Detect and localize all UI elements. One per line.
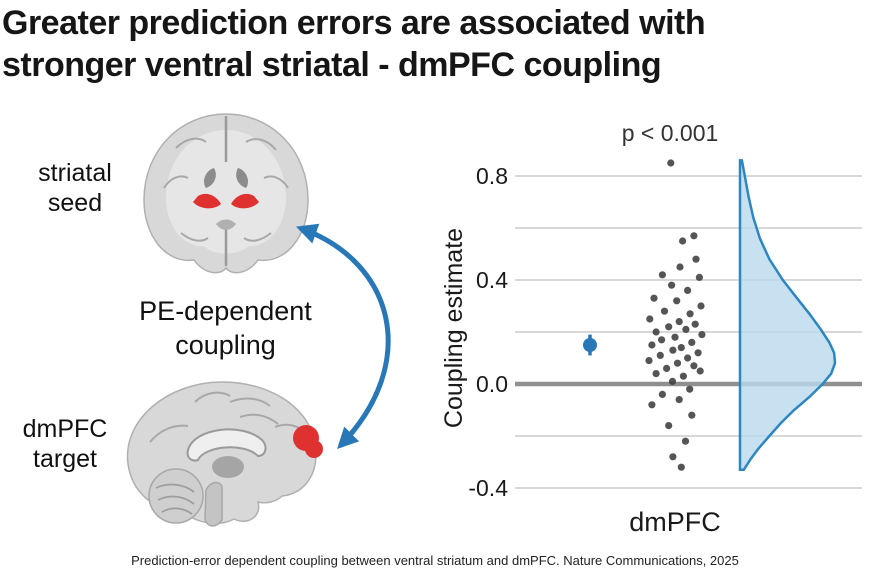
data-point	[684, 354, 692, 362]
brainstem	[204, 481, 223, 527]
sagittal-brain-image	[126, 381, 323, 527]
coronal-brainstem-notch	[216, 219, 236, 230]
data-point	[676, 263, 684, 271]
data-point	[691, 320, 699, 328]
data-point	[652, 328, 660, 336]
x-axis-label: dmPFC	[629, 507, 721, 537]
striatal-seed-region-right	[231, 193, 259, 209]
mean-dot	[583, 338, 597, 352]
data-point	[665, 422, 673, 430]
data-point	[686, 385, 694, 393]
data-point	[663, 364, 671, 372]
data-point	[658, 271, 666, 279]
data-point	[665, 323, 673, 331]
data-point	[695, 273, 703, 281]
data-point	[686, 310, 694, 318]
data-point	[656, 351, 664, 359]
dmpfc-target-label: dmPFC target	[22, 415, 108, 473]
density-violin-shape	[738, 159, 837, 472]
data-point	[682, 325, 690, 333]
data-point	[668, 377, 677, 385]
figure-title: Greater prediction errors are associated…	[2, 2, 870, 86]
scatter-points	[645, 159, 706, 471]
figure-title-line2: stronger ventral striatal - dmPFC coupli…	[2, 46, 662, 85]
data-point	[667, 159, 675, 167]
data-point	[679, 372, 687, 380]
data-point	[675, 396, 683, 404]
data-point	[692, 255, 700, 263]
data-point	[677, 463, 685, 471]
y-tick-label: 0.8	[476, 163, 508, 189]
data-point	[673, 297, 681, 305]
data-point	[673, 359, 682, 367]
data-point	[679, 237, 687, 245]
p-value-annotation: p < 0.001	[622, 120, 719, 146]
data-point	[688, 411, 696, 419]
y-tick-label: 0.4	[476, 267, 508, 293]
cerebellum-folia	[155, 483, 195, 515]
data-point	[660, 307, 669, 315]
data-point	[690, 362, 698, 370]
data-point	[669, 453, 677, 461]
data-point	[658, 336, 666, 344]
striatal-seed-label: striatal seed	[38, 159, 112, 217]
sagittal-sulci	[149, 391, 307, 443]
data-point	[698, 331, 706, 339]
coronal-inner-matter	[166, 130, 286, 254]
data-point	[658, 390, 666, 398]
data-point	[648, 401, 656, 409]
y-tick-label: -0.4	[468, 475, 508, 501]
data-point	[696, 367, 704, 375]
y-axis-label: Coupling estimate	[440, 228, 468, 428]
data-point	[646, 315, 654, 323]
data-point	[675, 318, 683, 326]
y-tick-label: 0.0	[476, 371, 508, 397]
coronal-brain-image	[143, 113, 309, 274]
coupling-chart: 0.8 0.4 0.0 -0.4 p < 0.001 Coupling estimat…	[440, 120, 862, 537]
coronal-ventricle-left	[203, 168, 216, 188]
figure-title-line1: Greater prediction errors are associated…	[2, 4, 706, 42]
data-point	[650, 294, 658, 302]
data-point	[697, 302, 705, 310]
data-point	[668, 281, 676, 289]
group-mean-marker	[583, 334, 597, 356]
density-half-violin	[738, 159, 837, 472]
data-point	[694, 349, 702, 357]
striatal-seed-region-left	[193, 193, 221, 209]
data-point	[669, 346, 677, 354]
y-tick-labels: 0.8 0.4 0.0 -0.4	[468, 163, 508, 501]
figure-caption: Prediction-error dependent coupling betw…	[131, 553, 739, 568]
thalamus	[212, 456, 244, 478]
data-point	[677, 344, 685, 352]
coronal-ventricle-right	[236, 168, 249, 188]
data-point	[688, 338, 696, 346]
data-point	[681, 437, 690, 445]
data-point	[645, 357, 653, 365]
brain-panel: striatal seed PE-dependent coupling	[8, 102, 448, 552]
data-point	[652, 370, 660, 378]
data-point	[671, 333, 679, 341]
data-point	[648, 341, 656, 349]
coronal-sulci	[163, 137, 289, 242]
pe-coupling-label: PE-dependent coupling	[139, 296, 312, 360]
data-point	[684, 286, 692, 294]
corpus-callosum	[186, 428, 267, 462]
data-point	[690, 232, 698, 240]
